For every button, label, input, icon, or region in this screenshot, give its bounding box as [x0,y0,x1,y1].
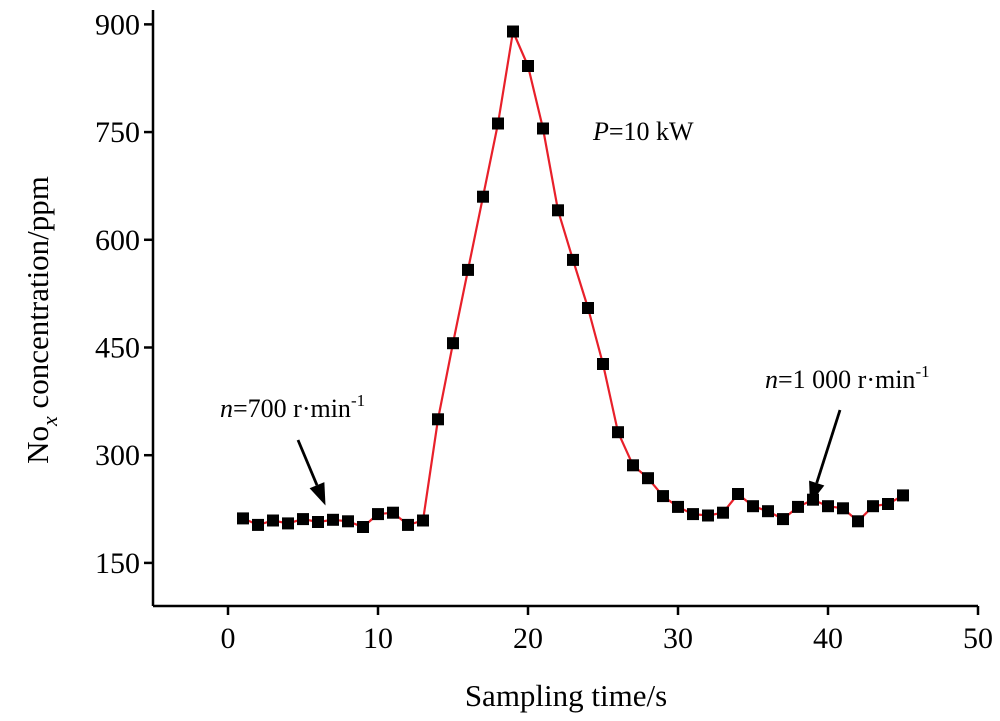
data-point [402,518,414,531]
x-tick-label: 40 [813,622,843,655]
data-point [582,302,594,314]
annotation-n1000: n=1 000 r·min-1 [765,362,930,394]
annotation-n700: n=700 r·min-1 [220,391,365,423]
data-point [342,515,354,528]
x-tick-label: 20 [513,622,543,655]
data-point [627,459,639,472]
data-point [357,521,369,533]
x-axis-title: Sampling time/s [465,678,667,713]
annotation-power-value: =10 kW [609,117,694,146]
annotation-n1000-value: =1 000 r·min [778,365,915,394]
data-point [327,513,339,526]
y-tick-label: 450 [95,331,140,364]
y-tick-label: 750 [95,116,140,149]
arrow-n700 [296,439,326,506]
data-point [717,506,729,519]
data-point [567,253,579,266]
y-axis-title: Nox concentration/ppm [20,176,62,464]
annotation-n700-sup: -1 [351,391,365,410]
annotations [296,409,842,506]
y-tick-label: 600 [95,224,140,257]
data-point [597,358,609,370]
y-axis-title-suffix: concentration/ppm [20,176,55,416]
data-point [507,25,519,38]
data-point [657,490,669,503]
plot-area [237,25,909,533]
x-tick-label: 10 [363,622,393,655]
data-point [732,488,744,500]
data-point [552,204,564,217]
arrow-n1000 [809,409,842,505]
x-tick-label: 0 [221,622,236,655]
data-point [447,337,459,350]
annotation-n700-value: =700 r·min [233,394,351,423]
data-point [237,512,249,525]
annotation-n1000-sup: -1 [915,362,929,381]
y-tick-label: 300 [95,439,140,472]
data-point [642,472,654,485]
data-point [747,500,759,513]
data-point [852,515,864,528]
data-point [477,190,489,203]
data-point [837,502,849,515]
axes [151,10,978,608]
data-point [672,500,684,513]
data-point [492,117,504,130]
data-point [267,514,279,527]
x-tick-label: 50 [963,622,993,655]
data-point [312,516,324,528]
data-point [537,122,549,135]
data-point [762,505,774,518]
data-point [687,508,699,521]
data-point [372,508,384,521]
annotation-n700-symbol: n [220,394,233,423]
x-tick-label: 30 [663,622,693,655]
series-line [242,30,904,529]
data-point [792,500,804,513]
data-point [297,513,309,526]
data-point [867,500,879,513]
y-axis-title-prefix: No [20,426,55,464]
y-axis-title-sub: x [37,416,62,427]
annotation-n1000-symbol: n [765,365,778,394]
annotation-power-symbol: P [592,117,609,146]
data-point [822,500,834,513]
data-point [897,489,909,502]
data-point [387,506,399,519]
annotation-power: P=10 kW [592,117,694,146]
data-point [522,60,534,72]
y-tick-label: 900 [95,8,140,41]
data-point [432,413,444,426]
data-point [882,498,894,510]
data-point [702,509,714,522]
data-point [252,518,264,531]
data-point [612,426,624,439]
y-tick-label: 150 [95,547,140,580]
data-point [462,263,474,276]
data-point [417,514,429,527]
data-point [282,517,294,530]
ticks: 0 10 20 30 40 50 150 300 450 600 750 900 [95,8,993,655]
data-point [777,513,789,526]
